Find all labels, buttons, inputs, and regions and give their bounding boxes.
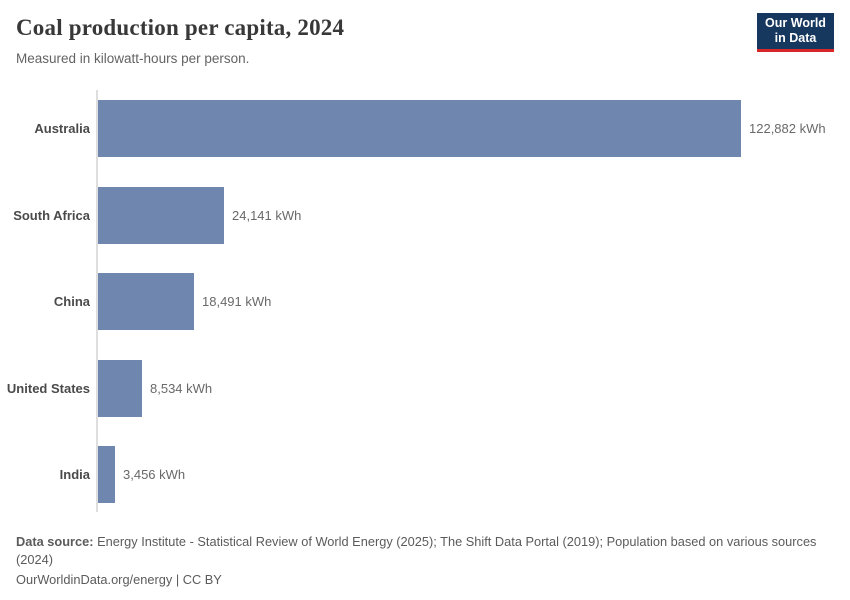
logo-line-2: in Data [774,31,817,45]
page-title: Coal production per capita, 2024 [16,15,345,40]
bar[interactable] [97,273,194,330]
bar-row: United States 8,534 kWh [0,359,850,417]
y-axis-line [96,90,98,512]
data-source-label: Data source: [16,534,94,549]
footer-separator: | [175,572,180,587]
value-label: 24,141 kWh [232,207,302,223]
bar-row: Australia 122,882 kWh [0,100,850,157]
bar[interactable] [97,359,142,417]
country-label: China [53,294,90,309]
header-titles: Coal production per capita, 2024 Measure… [16,14,344,67]
country-label: United States [6,380,90,396]
logo-line-1: Our World [765,16,826,30]
bar-chart: Australia 122,882 kWh South Africa 24,14… [0,90,850,512]
data-source-text: Energy Institute - Statistical Review of… [16,534,817,567]
owid-logo: Our World in Data [757,13,834,52]
value-label: 3,456 kWh [123,467,186,482]
country-label: South Africa [13,207,90,223]
value-label: 8,534 kWh [150,380,213,396]
data-source-line: Data source: Energy Institute - Statisti… [16,533,834,569]
bar-row: South Africa 24,141 kWh [0,186,850,244]
bar[interactable] [97,100,741,157]
chart-footer: Data source: Energy Institute - Statisti… [0,533,850,589]
country-label: Australia [34,121,90,136]
value-label: 18,491 kWh [202,294,272,309]
footer-license: CC BY [182,572,222,587]
bar[interactable] [97,186,224,244]
value-label: 122,882 kWh [749,121,826,136]
page-subtitle: Measured in kilowatt-hours per person. [16,51,250,66]
bar-row: India 3,456 kWh [0,446,850,503]
footer-url-link[interactable]: OurWorldinData.org/energy [16,572,173,587]
country-label: India [59,467,90,482]
chart-header: Coal production per capita, 2024 Measure… [0,0,850,67]
license-line: OurWorldinData.org/energy | CC BY [16,571,834,589]
bar-row: China 18,491 kWh [0,273,850,330]
bar[interactable] [97,446,115,503]
